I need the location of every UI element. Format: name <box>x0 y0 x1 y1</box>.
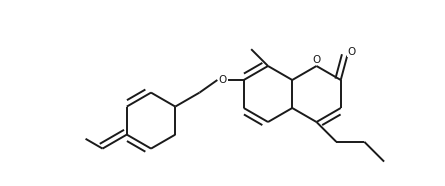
Text: O: O <box>312 55 320 65</box>
Text: O: O <box>219 75 227 85</box>
Text: O: O <box>347 47 356 57</box>
